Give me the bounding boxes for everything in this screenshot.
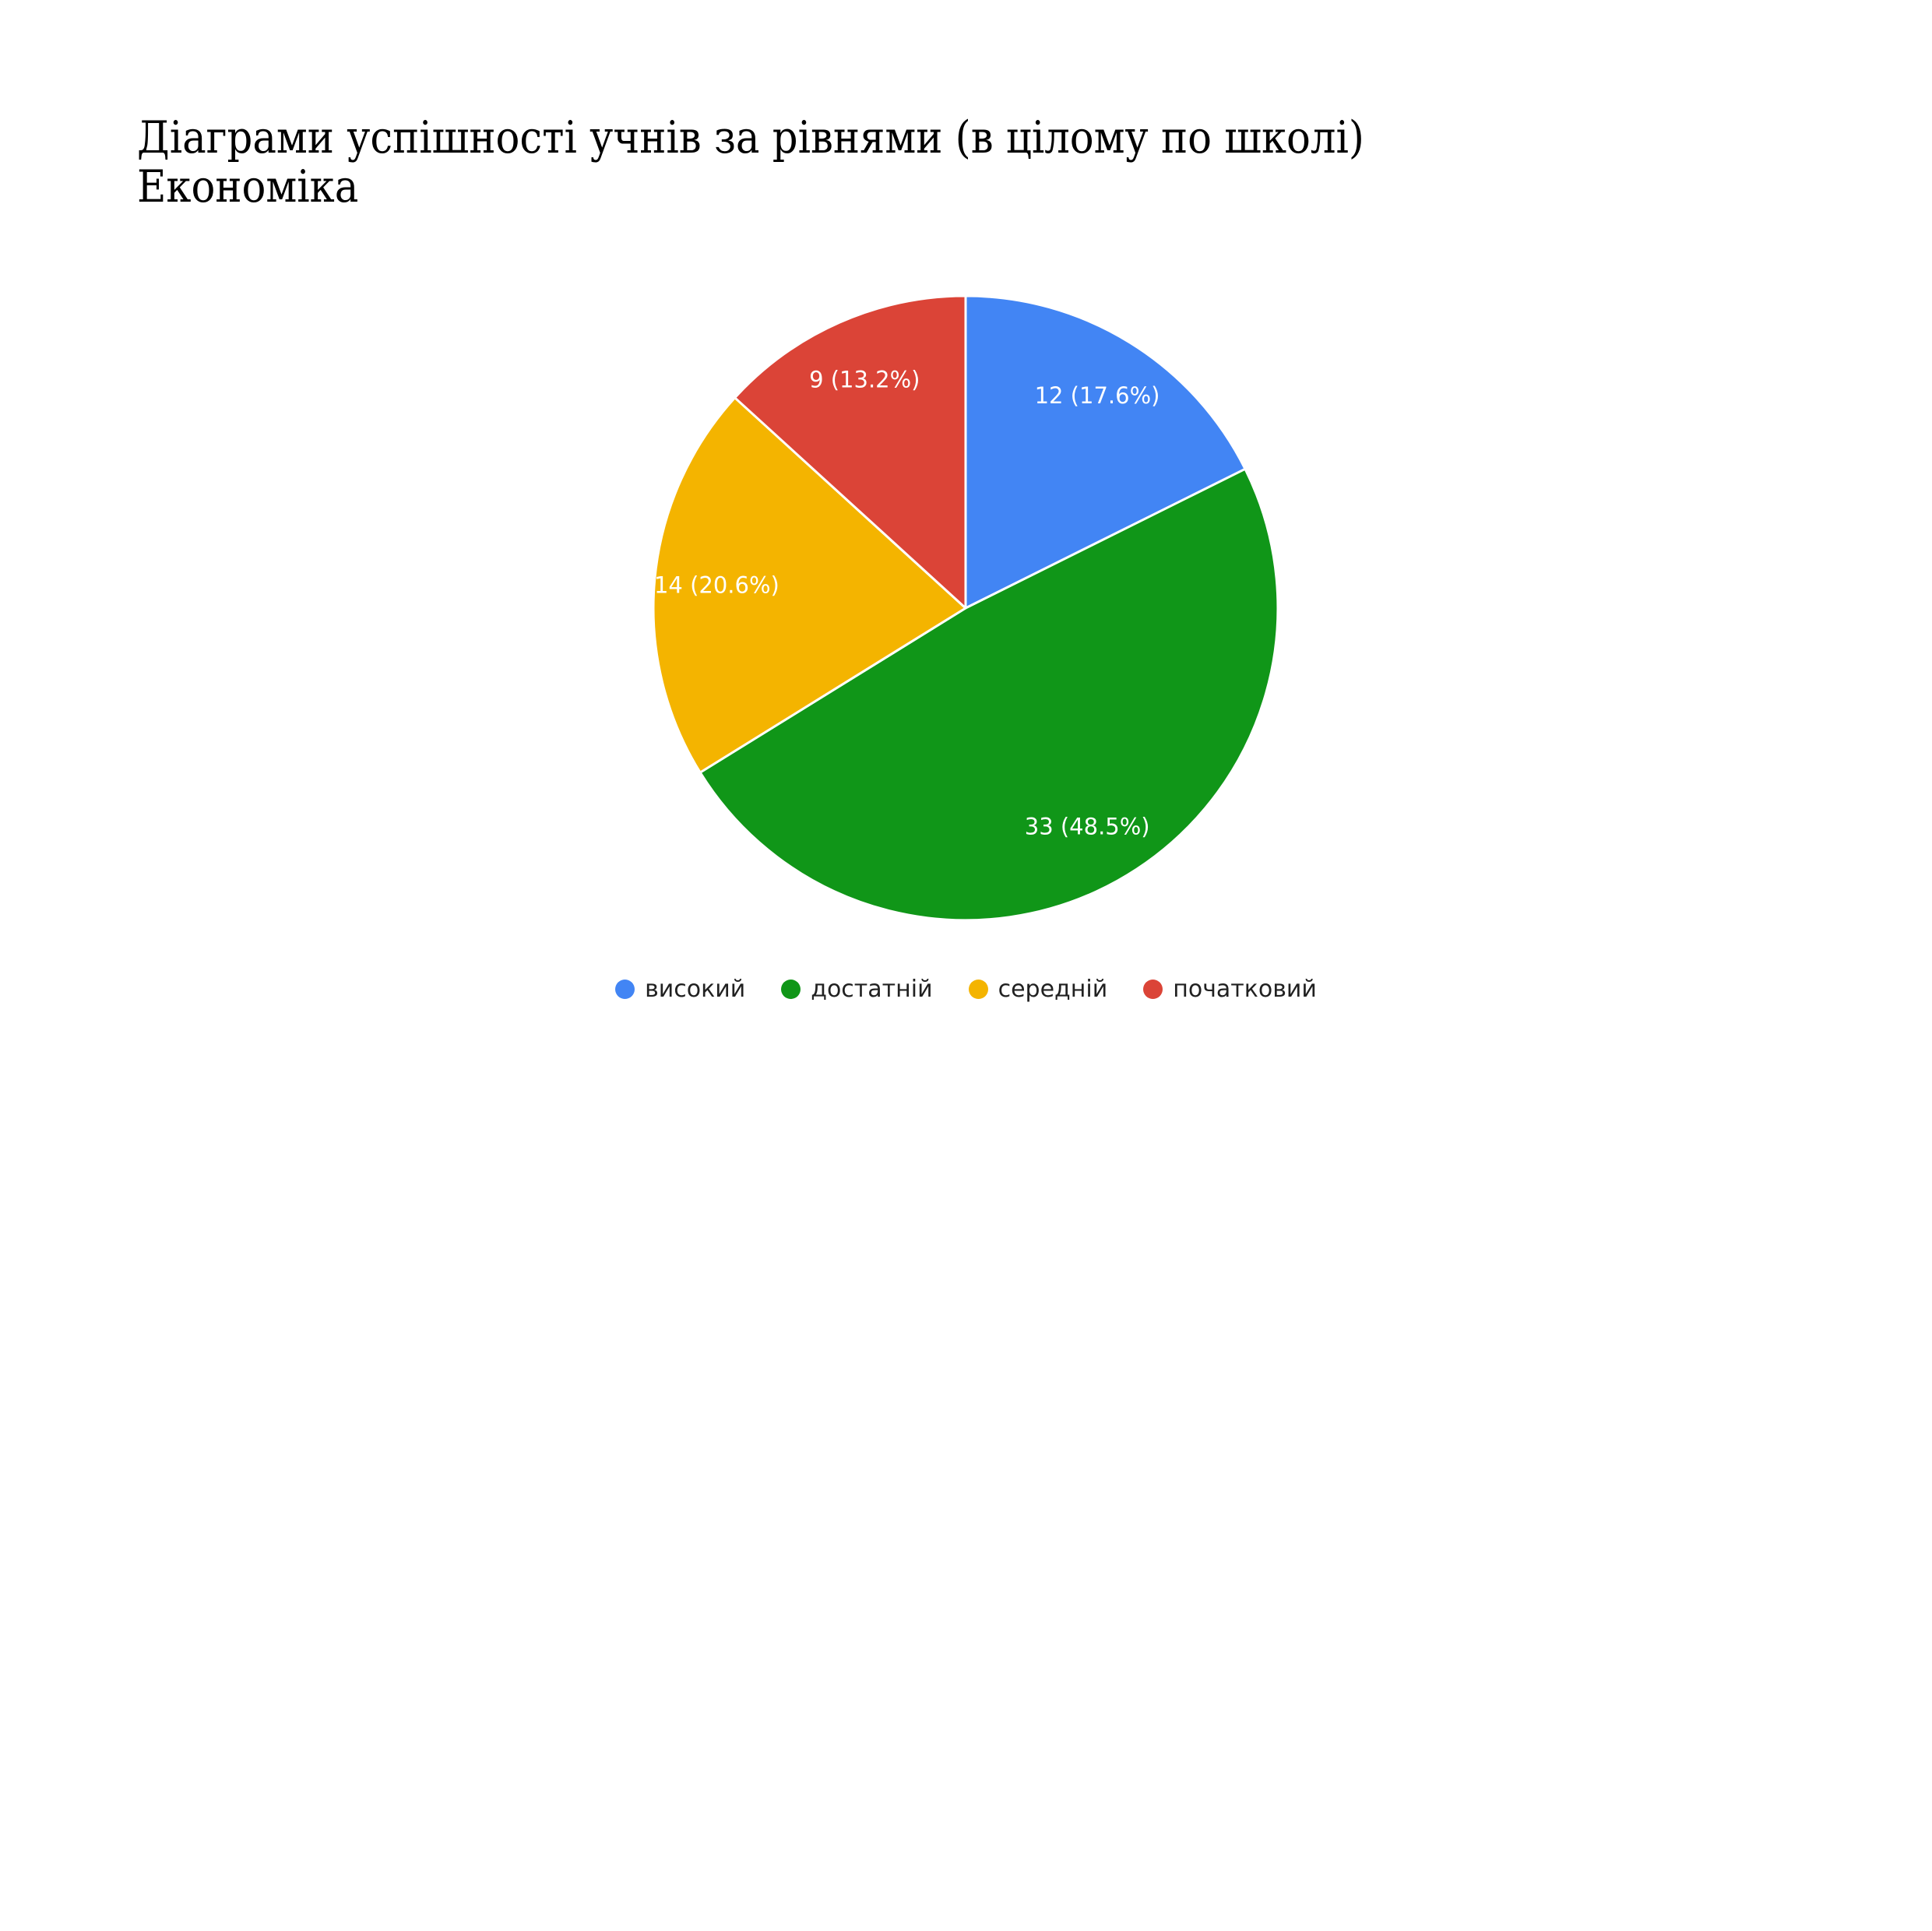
legend-label: середній (998, 976, 1108, 1003)
legend-color-dot (1143, 980, 1163, 999)
legend-label: достатній (811, 976, 933, 1003)
slice-label-високий: 12 (17.6%) (1035, 382, 1160, 409)
pie-slice-labels: 12 (17.6%) 33 (48.5%) 14 (20.6%) 9 (13.2%) (654, 366, 1160, 839)
legend-color-dot (615, 980, 635, 999)
legend-item-початковий: початковий (1143, 976, 1317, 1003)
chart-legend: високий достатній середній початковий (0, 976, 1932, 1003)
legend-label: початковий (1173, 976, 1317, 1003)
slice-label-достатній: 33 (48.5%) (1025, 813, 1150, 839)
legend-color-dot (968, 980, 988, 999)
chart-title: Діаграми успішності учнів за рівнями (в … (137, 114, 1364, 211)
pie-slice-високий[interactable] (964, 294, 1247, 610)
legend-color-dot (781, 980, 801, 999)
chart-title-line1: Діаграми успішності учнів за рівнями (в … (137, 112, 1364, 164)
slice-label-початковий: 9 (13.2%) (809, 366, 920, 392)
pie-slice-достатній[interactable] (699, 467, 1279, 922)
pie-slice-середній[interactable] (652, 396, 967, 774)
legend-item-високий: високий (615, 976, 745, 1003)
pie-slices (652, 294, 1279, 922)
legend-label: високий (645, 976, 746, 1003)
chart-title-line2: Економіка (137, 160, 359, 213)
pie-slice-початковий[interactable] (734, 294, 967, 610)
legend-item-середній: середній (968, 976, 1108, 1003)
slice-label-середній: 14 (20.6%) (654, 572, 779, 598)
legend-item-достатній: достатній (781, 976, 933, 1003)
